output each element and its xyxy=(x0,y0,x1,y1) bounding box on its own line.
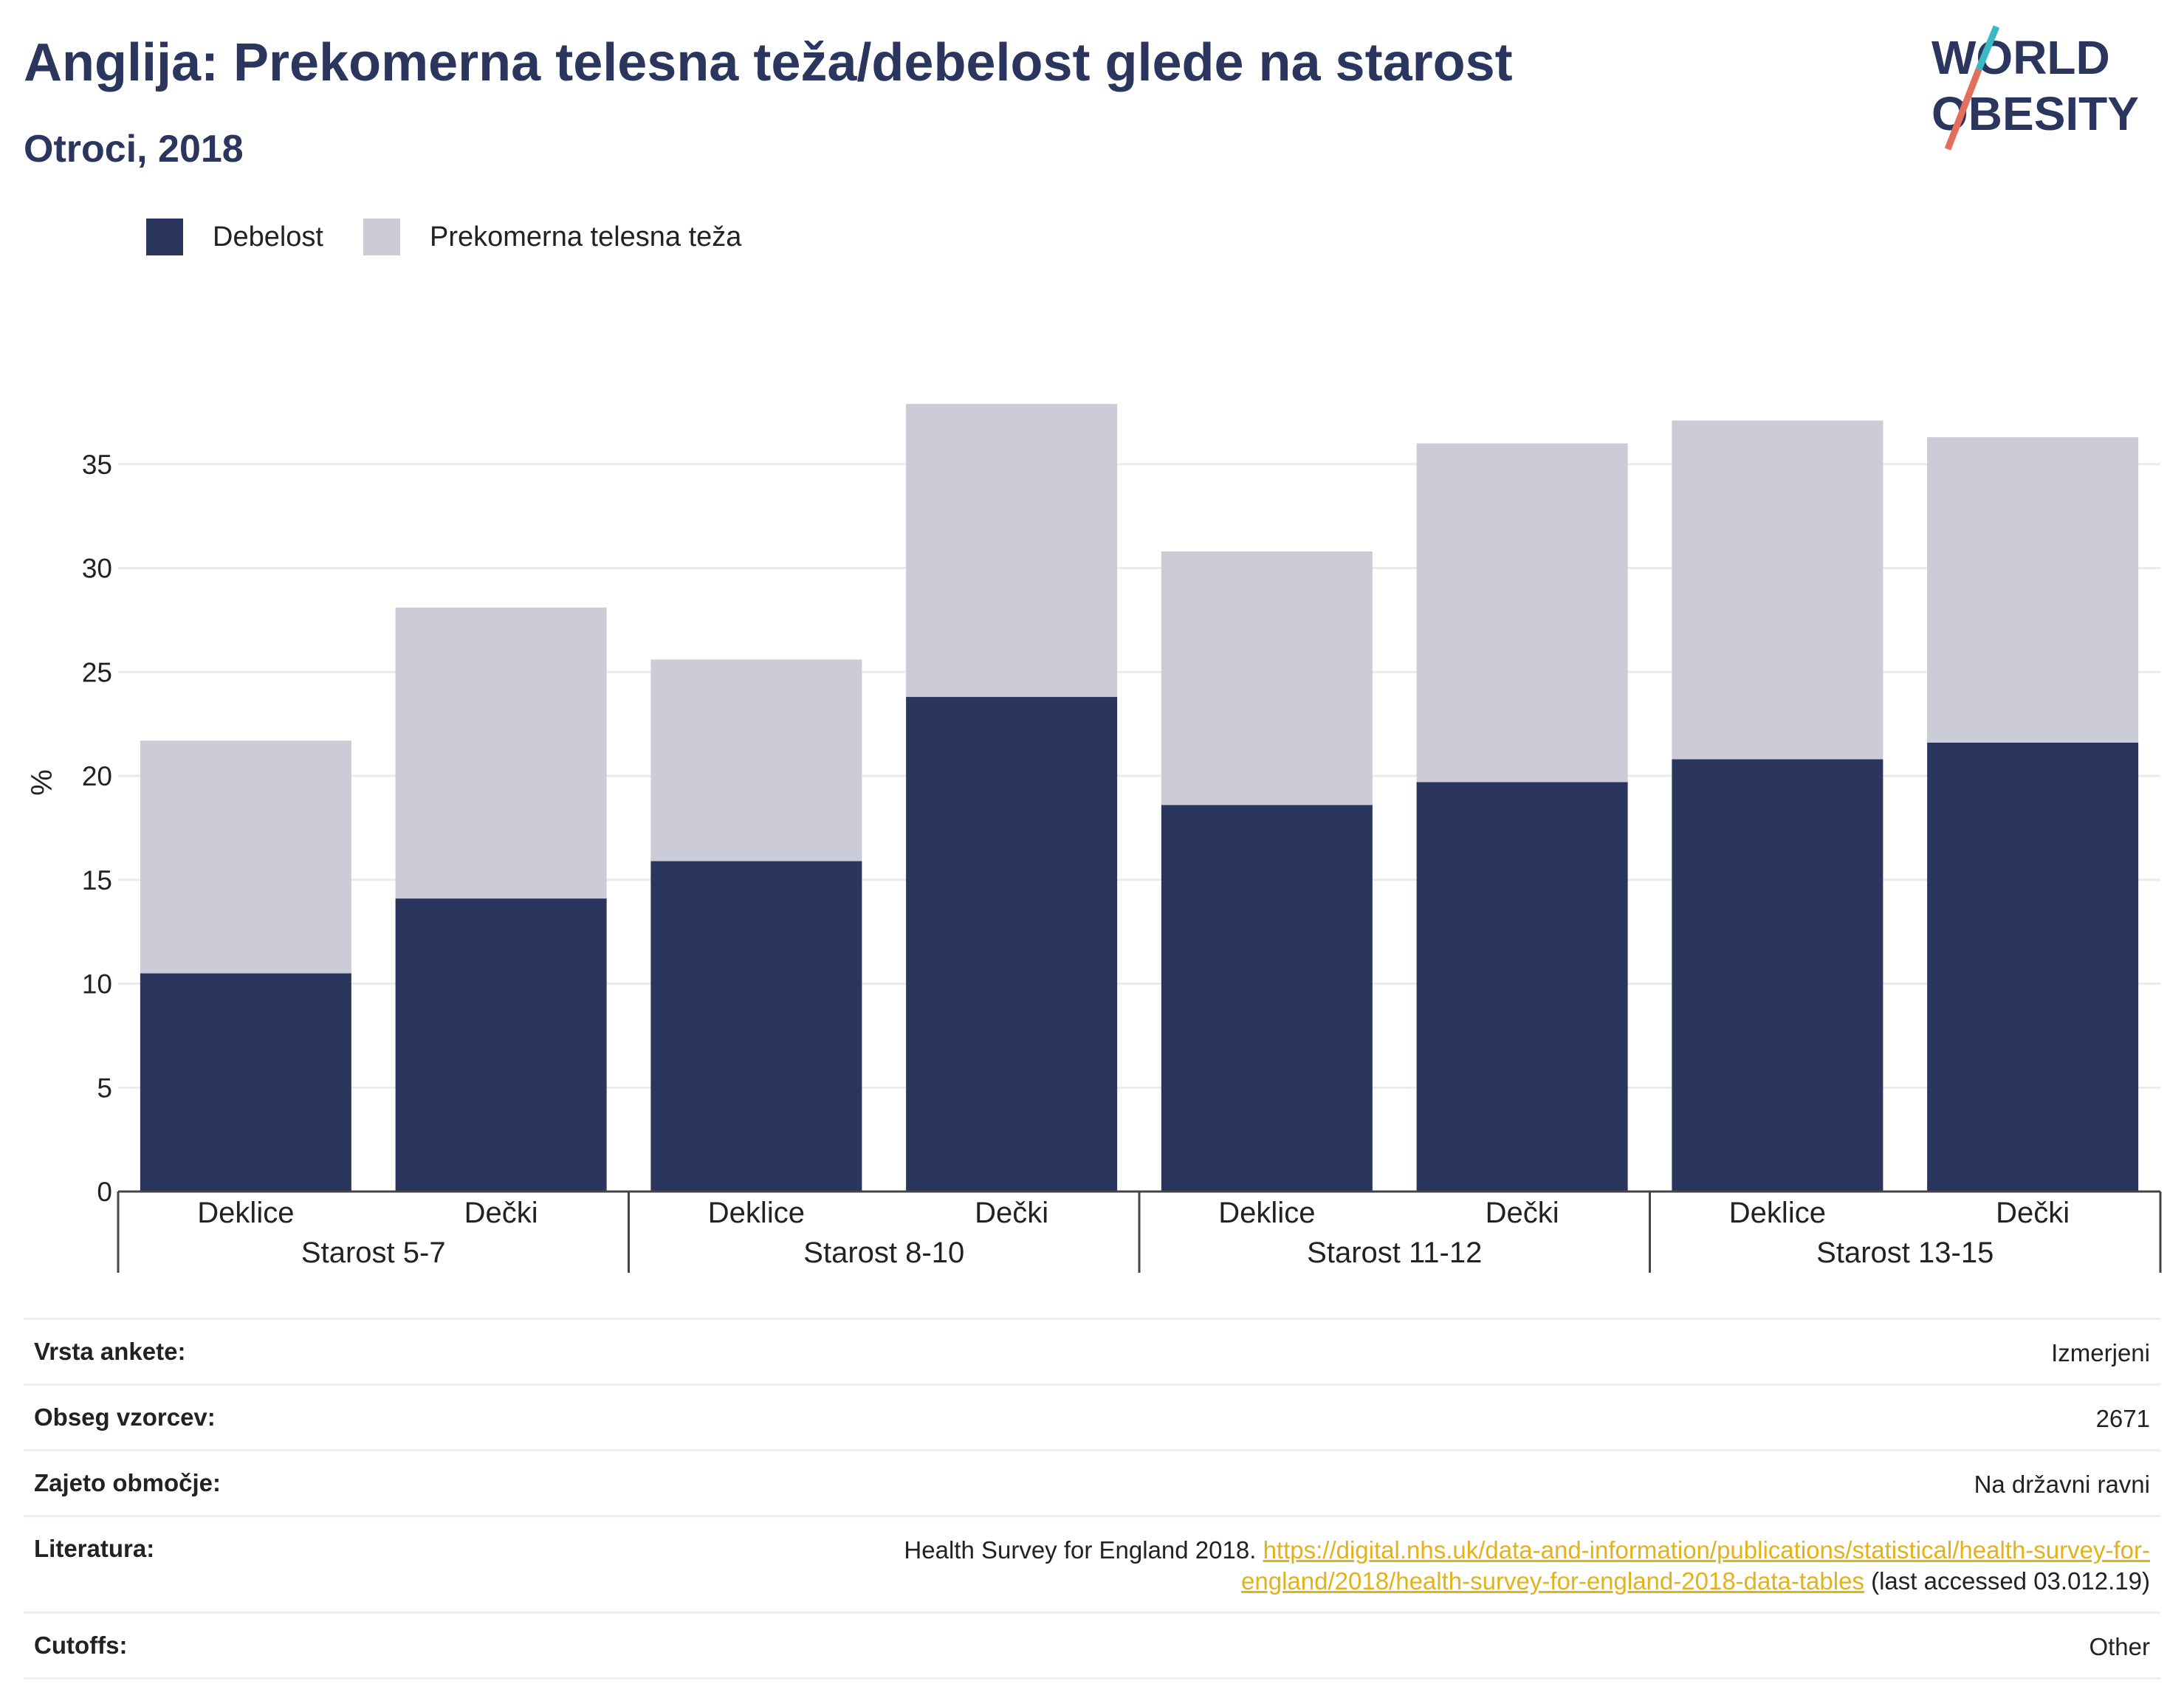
legend-swatch-obesity xyxy=(146,219,183,255)
chart-legend: Debelost Prekomerna telesna teža xyxy=(146,219,781,255)
x-tick-label: Deklice xyxy=(197,1197,294,1229)
stacked-bar-chart: 0 5 10 15 20 25 30 35% Deklice Dečki Deklice Dečki D… xyxy=(26,404,2162,1273)
reference-value: Health Survey for England 2018. https://… xyxy=(747,1535,2150,1597)
y-tick-label: 35 xyxy=(82,450,112,480)
bar-overweight xyxy=(650,659,862,862)
bar-obesity xyxy=(1161,805,1373,1192)
info-label: Vrsta ankete: xyxy=(34,1338,186,1365)
legend-item-obesity[interactable]: Debelost xyxy=(146,219,323,255)
info-label: Zajeto območje: xyxy=(34,1469,222,1496)
y-tick-label: 25 xyxy=(82,657,112,687)
info-row-area: Zajeto območje: Na državni ravni xyxy=(24,1449,2160,1515)
legend-item-overweight[interactable]: Prekomerna telesna teža xyxy=(363,219,741,255)
bar-overweight xyxy=(1672,420,1883,760)
x-tick-label: Dečki xyxy=(1486,1197,1559,1229)
y-tick-label: 0 xyxy=(97,1177,112,1207)
x-tick-label: Dečki xyxy=(464,1197,538,1229)
info-label: Obseg vzorcev: xyxy=(34,1403,216,1431)
info-value: Na državni ravni xyxy=(1974,1471,2150,1498)
bar-obesity xyxy=(906,697,1118,1192)
reference-suffix: (last accessed 03.012.19) xyxy=(1871,1567,2150,1595)
world-obesity-logo: WORLD OBESITY xyxy=(1931,25,2139,151)
bar-overweight xyxy=(1416,443,1628,783)
info-label: Cutoffs: xyxy=(34,1632,128,1659)
info-value: Izmerjeni xyxy=(2051,1339,2150,1366)
survey-info-table: Vrsta ankete: Izmerjeni Obseg vzorcev: 2… xyxy=(24,1318,2160,1679)
bar-overweight xyxy=(906,404,1118,698)
bar-obesity xyxy=(650,861,862,1192)
x-tick-label: Deklice xyxy=(1218,1197,1315,1229)
bar-obesity xyxy=(1672,759,1883,1192)
info-value: 2671 xyxy=(2095,1405,2150,1432)
legend-label-obesity: Debelost xyxy=(213,221,323,252)
group-label: Starost 5-7 xyxy=(301,1237,446,1269)
reference-link[interactable]: https://digital.nhs.uk/data-and-informat… xyxy=(1241,1536,2150,1595)
x-tick-label: Deklice xyxy=(708,1197,805,1229)
logo-line-1: WORLD xyxy=(1931,31,2110,84)
bar-obesity xyxy=(1416,782,1628,1192)
y-tick-label: 30 xyxy=(82,554,112,584)
y-tick-label: 15 xyxy=(82,865,112,895)
group-label: Starost 11-12 xyxy=(1307,1237,1482,1269)
bar-overweight xyxy=(140,740,351,974)
bar-overweight xyxy=(1161,551,1373,805)
x-tick-label: Dečki xyxy=(975,1197,1048,1229)
chart-title: Anglija: Prekomerna telesna teža/debelos… xyxy=(24,33,1513,92)
y-tick-label: 5 xyxy=(97,1073,112,1103)
logo-slash-coral xyxy=(1944,68,1982,151)
info-value: Other xyxy=(2089,1633,2150,1660)
info-row-reference: Literatura: Health Survey for England 20… xyxy=(24,1515,2160,1612)
bar-obesity xyxy=(1927,742,2139,1192)
bar-obesity xyxy=(140,973,351,1192)
x-tick-label: Dečki xyxy=(1996,1197,2070,1229)
reference-text: Health Survey for England 2018. xyxy=(904,1536,1257,1564)
info-label: Literatura: xyxy=(34,1535,155,1562)
info-row-cutoffs: Cutoffs: Other xyxy=(24,1612,2160,1679)
legend-swatch-overweight xyxy=(363,219,400,255)
x-tick-label: Deklice xyxy=(1729,1197,1826,1229)
group-label: Starost 13-15 xyxy=(1816,1237,1994,1269)
chart-subtitle: Otroci, 2018 xyxy=(24,128,244,171)
legend-label-overweight: Prekomerna telesna teža xyxy=(429,221,742,252)
y-tick-label: 20 xyxy=(82,761,112,791)
bar-obesity xyxy=(395,898,607,1192)
bar-overweight xyxy=(395,607,607,899)
info-row-survey-type: Vrsta ankete: Izmerjeni xyxy=(24,1318,2160,1383)
bar-overweight xyxy=(1927,437,2139,743)
y-tick-label: 10 xyxy=(82,969,112,1000)
logo-slash-teal xyxy=(1975,25,2000,71)
group-label: Starost 8-10 xyxy=(803,1237,964,1269)
y-axis-label: % xyxy=(26,769,58,796)
info-row-sample-size: Obseg vzorcev: 2671 xyxy=(24,1383,2160,1449)
